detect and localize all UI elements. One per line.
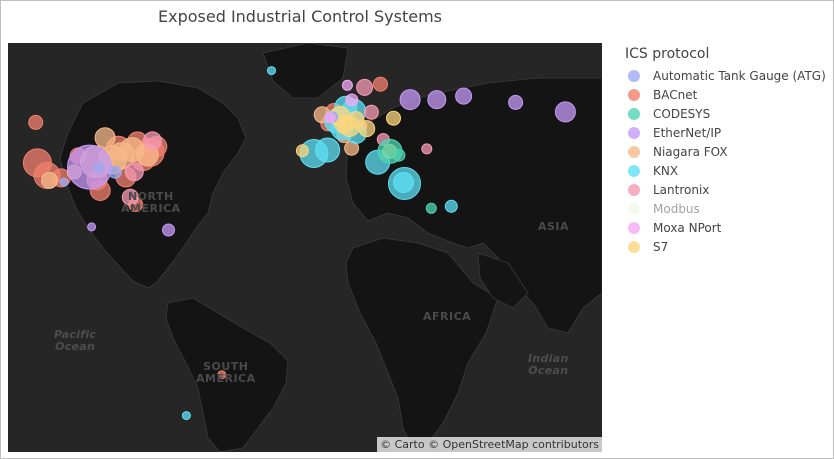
legend-item[interactable]: Moxa NPort bbox=[625, 218, 826, 237]
legend-item[interactable]: KNX bbox=[625, 161, 826, 180]
legend-item[interactable]: S7 bbox=[625, 237, 826, 256]
points-layer bbox=[22, 66, 576, 421]
legend-swatch bbox=[628, 164, 640, 177]
map-point[interactable] bbox=[267, 66, 276, 76]
legend-label: BACnet bbox=[653, 87, 698, 102]
legend-items: Automatic Tank Gauge (ATG) BACnet CODESYS E… bbox=[625, 66, 826, 256]
map-point[interactable] bbox=[162, 223, 175, 237]
legend: ICS protocol Automatic Tank Gauge (ATG) B… bbox=[625, 46, 826, 256]
map-canvas[interactable] bbox=[8, 43, 602, 452]
legend-label: EtherNet/IP bbox=[653, 125, 722, 140]
legend-swatch bbox=[628, 88, 640, 101]
map-point[interactable] bbox=[41, 171, 58, 189]
landmass-africa bbox=[345, 237, 499, 449]
map-point[interactable] bbox=[121, 188, 139, 206]
legend-label: KNX bbox=[653, 163, 679, 178]
map-point[interactable] bbox=[386, 110, 401, 126]
legend-label: Moxa NPort bbox=[653, 220, 722, 235]
map-area[interactable]: NORTH AMERICA SOUTH AMERICA AFRICA ASIA Pa… bbox=[8, 43, 602, 452]
map-point[interactable] bbox=[142, 131, 162, 151]
legend-label: Modbus bbox=[653, 201, 700, 216]
map-point[interactable] bbox=[444, 199, 458, 213]
legend-label: Automatic Tank Gauge (ATG) bbox=[653, 68, 826, 83]
map-point[interactable] bbox=[315, 137, 341, 163]
map-point[interactable] bbox=[295, 144, 309, 158]
legend-label: CODESYS bbox=[653, 106, 711, 121]
map-point[interactable] bbox=[508, 94, 524, 110]
map-point[interactable] bbox=[87, 222, 97, 232]
label-south-america: SOUTH AMERICA bbox=[196, 360, 256, 385]
legend-swatch bbox=[628, 221, 640, 234]
label-north-america: NORTH AMERICA bbox=[121, 190, 181, 215]
map-point[interactable] bbox=[421, 143, 433, 155]
map-point[interactable] bbox=[373, 76, 388, 92]
map-point[interactable] bbox=[59, 177, 69, 187]
landmass-layer bbox=[59, 43, 602, 452]
landmass-greenland bbox=[262, 43, 349, 99]
map-point[interactable] bbox=[427, 90, 447, 110]
legend-item[interactable]: Modbus bbox=[625, 199, 826, 218]
legend-swatch bbox=[628, 145, 640, 158]
legend-item[interactable]: Lantronix bbox=[625, 180, 826, 199]
label-pacific-ocean: Pacific Ocean bbox=[54, 328, 97, 353]
map-attribution[interactable]: © Carto © OpenStreetMap contributors bbox=[377, 437, 602, 452]
legend-item[interactable]: CODESYS bbox=[625, 104, 826, 123]
map-point[interactable] bbox=[94, 127, 116, 149]
legend-label: Lantronix bbox=[653, 182, 710, 197]
map-point[interactable] bbox=[358, 120, 376, 138]
legend-swatch bbox=[628, 126, 640, 139]
legend-label: Niagara FOX bbox=[653, 144, 728, 159]
map-point[interactable] bbox=[455, 87, 473, 105]
map-point[interactable] bbox=[28, 114, 44, 130]
legend-swatch bbox=[628, 240, 640, 253]
legend-item[interactable]: EtherNet/IP bbox=[625, 123, 826, 142]
label-africa: AFRICA bbox=[423, 310, 472, 323]
legend-label: S7 bbox=[653, 239, 669, 254]
map-point[interactable] bbox=[393, 172, 414, 193]
map-point[interactable] bbox=[181, 411, 191, 421]
legend-item[interactable]: Automatic Tank Gauge (ATG) bbox=[625, 66, 826, 85]
legend-swatch bbox=[628, 69, 640, 82]
landmass-arabia bbox=[477, 252, 529, 309]
legend-item[interactable]: BACnet bbox=[625, 85, 826, 104]
map-point[interactable] bbox=[67, 144, 112, 190]
label-asia: ASIA bbox=[538, 220, 570, 233]
map-point[interactable] bbox=[399, 89, 421, 111]
map-point[interactable] bbox=[363, 104, 379, 120]
map-point[interactable] bbox=[341, 79, 353, 91]
label-indian-ocean: Indian Ocean bbox=[528, 352, 569, 377]
landmass-south-america bbox=[165, 297, 289, 452]
map-point[interactable] bbox=[124, 162, 144, 182]
chart-title: Exposed Industrial Control Systems bbox=[158, 7, 442, 26]
landmass-europe-asia bbox=[345, 77, 602, 334]
legend-swatch bbox=[628, 107, 640, 120]
legend-swatch bbox=[628, 183, 640, 196]
map-point[interactable] bbox=[392, 148, 406, 162]
map-point[interactable] bbox=[356, 78, 374, 96]
map-point[interactable] bbox=[345, 93, 359, 107]
legend-swatch bbox=[628, 202, 640, 215]
map-point[interactable] bbox=[93, 162, 105, 174]
map-point[interactable] bbox=[324, 112, 336, 124]
legend-item[interactable]: Niagara FOX bbox=[625, 142, 826, 161]
legend-title: ICS protocol bbox=[625, 46, 710, 62]
map-point[interactable] bbox=[425, 202, 437, 214]
map-point[interactable] bbox=[554, 101, 576, 123]
map-point[interactable] bbox=[108, 165, 122, 179]
map-point[interactable] bbox=[217, 370, 227, 380]
